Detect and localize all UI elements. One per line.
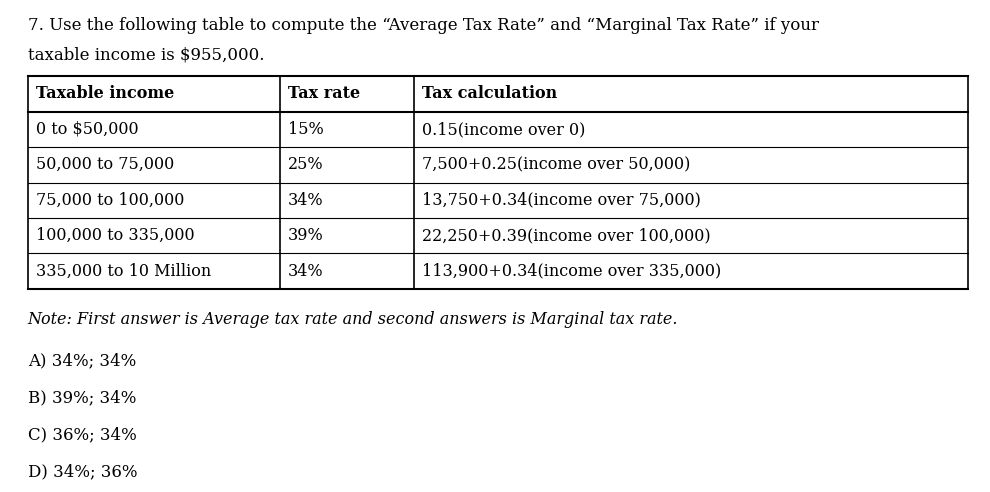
Text: 113,900+0.34(income over 335,000): 113,900+0.34(income over 335,000) [422,263,721,279]
Text: 0 to $50,000: 0 to $50,000 [36,121,139,138]
Text: 7. Use the following table to compute the “Average Tax Rate” and “Marginal Tax R: 7. Use the following table to compute th… [28,17,819,34]
Text: 13,750+0.34(income over 75,000): 13,750+0.34(income over 75,000) [422,192,701,209]
Text: Tax rate: Tax rate [288,86,360,102]
Text: A) 34%; 34%: A) 34%; 34% [28,353,136,370]
Text: 15%: 15% [288,121,324,138]
Text: taxable income is $955,000.: taxable income is $955,000. [28,47,264,64]
Text: C) 36%; 34%: C) 36%; 34% [28,427,137,444]
Text: 50,000 to 75,000: 50,000 to 75,000 [36,156,174,173]
Text: 34%: 34% [288,192,324,209]
Text: Note: First answer is Average tax rate and second answers is Marginal tax rate.: Note: First answer is Average tax rate a… [28,311,678,328]
Text: 25%: 25% [288,156,324,173]
Text: 75,000 to 100,000: 75,000 to 100,000 [36,192,184,209]
Text: 22,250+0.39(income over 100,000): 22,250+0.39(income over 100,000) [422,227,711,244]
Text: 335,000 to 10 Million: 335,000 to 10 Million [36,263,211,279]
Text: 34%: 34% [288,263,324,279]
Text: 0.15(income over 0): 0.15(income over 0) [422,121,585,138]
Text: B) 39%; 34%: B) 39%; 34% [28,390,136,407]
Text: 100,000 to 335,000: 100,000 to 335,000 [36,227,194,244]
Text: Tax calculation: Tax calculation [422,86,557,102]
Text: Taxable income: Taxable income [36,86,174,102]
Text: 7,500+0.25(income over 50,000): 7,500+0.25(income over 50,000) [422,156,690,173]
Text: D) 34%; 36%: D) 34%; 36% [28,463,138,481]
Text: 39%: 39% [288,227,324,244]
